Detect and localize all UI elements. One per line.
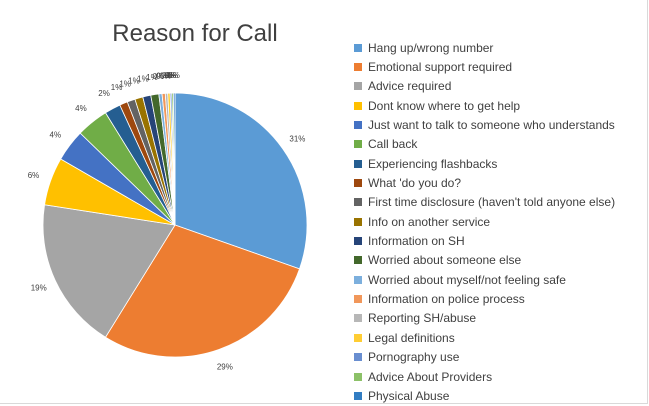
legend-item: Information on police process [354, 289, 615, 308]
legend-label: Reporting SH/abuse [368, 311, 477, 326]
legend-label: Physical Abuse [368, 388, 450, 403]
legend-swatch [354, 333, 362, 342]
legend-swatch [354, 391, 362, 400]
legend-swatch [354, 63, 362, 72]
slice-percent-label: 0% [168, 71, 180, 80]
legend-item: First time disclosure (haven't told anyo… [354, 193, 615, 212]
legend-label: Call back [368, 137, 418, 152]
legend-label: Pornography use [368, 350, 460, 365]
slice-percent-label: 0% [165, 71, 177, 80]
legend-swatch [354, 256, 362, 265]
legend-item: Reporting SH/abuse [354, 309, 615, 328]
legend-label: Advice About Providers [368, 369, 493, 384]
chart-legend: Hang up/wrong number Emotional support re… [354, 38, 615, 406]
legend-label: Just want to talk to someone who underst… [368, 118, 615, 133]
legend-swatch [354, 217, 362, 226]
legend-swatch [354, 275, 362, 284]
chart-title: Reason for Call [112, 20, 278, 47]
legend-swatch [354, 43, 362, 52]
pie-slice [172, 92, 176, 226]
legend-item: Just want to talk to someone who underst… [354, 115, 615, 134]
legend-swatch [354, 179, 362, 188]
legend-label: Worried about someone else [368, 253, 522, 268]
legend-swatch [354, 82, 362, 91]
legend-item: Legal definitions [354, 328, 615, 347]
legend-item: Information on SH [354, 231, 615, 250]
legend-swatch [354, 353, 362, 362]
legend-label: Emotional support required [368, 60, 513, 75]
slice-percent-label: 19% [31, 284, 47, 293]
legend-item: Experiencing flashbacks [354, 154, 615, 173]
slice-percent-label: 6% [28, 171, 40, 180]
legend-item: Physical Abuse [354, 386, 615, 405]
legend-swatch [354, 140, 362, 149]
slice-percent-label: 0% [156, 72, 168, 81]
slice-percent-label: 29% [217, 362, 233, 371]
pie-slice [104, 224, 301, 358]
slice-percent-label: 0% [153, 72, 165, 81]
legend-item: Dont know where to get help [354, 96, 615, 115]
slice-percent-label: 0% [166, 71, 178, 80]
slice-percent-label: 4% [75, 104, 87, 113]
legend-item: Hang up/wrong number [354, 38, 615, 57]
slice-percent-label: 4% [50, 131, 62, 140]
legend-label: Information on SH [368, 234, 465, 249]
legend-label: Hang up/wrong number [368, 40, 494, 55]
legend-label: Dont know where to get help [368, 98, 521, 113]
legend-swatch [354, 237, 362, 246]
slice-percent-label: 1% [119, 80, 131, 89]
slice-percent-label: 0% [162, 71, 174, 80]
slice-percent-label: 1% [137, 74, 149, 83]
legend-label: Worried about myself/not feeling safe [368, 272, 566, 287]
slice-percent-label: 1% [111, 83, 123, 92]
legend-item: Pornography use [354, 348, 615, 367]
legend-label: What 'do you do? [368, 176, 462, 191]
legend-swatch [354, 198, 362, 207]
legend-item: Worried about myself/not feeling safe [354, 270, 615, 289]
legend-swatch [354, 121, 362, 130]
slice-percent-label: 1% [146, 73, 158, 82]
legend-swatch [354, 314, 362, 323]
legend-label: Legal definitions [368, 330, 455, 345]
legend-item: Advice required [354, 77, 615, 96]
pie-slice [42, 204, 176, 338]
legend-swatch [354, 101, 362, 110]
legend-label: Experiencing flashbacks [368, 156, 498, 171]
slice-percent-label: 0% [160, 71, 172, 80]
legend-item: Advice About Providers [354, 367, 615, 386]
legend-swatch [354, 159, 362, 168]
pie-slice [174, 92, 308, 270]
legend-label: Information on police process [368, 292, 525, 307]
legend-label: First time disclosure (haven't told anyo… [368, 195, 616, 210]
legend-item: Info on another service [354, 212, 615, 231]
legend-label: Advice required [368, 79, 452, 94]
slice-percent-label: 2% [98, 89, 110, 98]
slice-percent-label: 31% [289, 134, 305, 143]
legend-swatch [354, 372, 362, 381]
slice-percent-label: 1% [128, 77, 140, 86]
legend-item: Worried about someone else [354, 251, 615, 270]
legend-item: What 'do you do? [354, 173, 615, 192]
legend-label: Info on another service [368, 214, 491, 229]
legend-item: Call back [354, 135, 615, 154]
legend-item: Emotional support required [354, 57, 615, 76]
legend-swatch [354, 295, 362, 304]
